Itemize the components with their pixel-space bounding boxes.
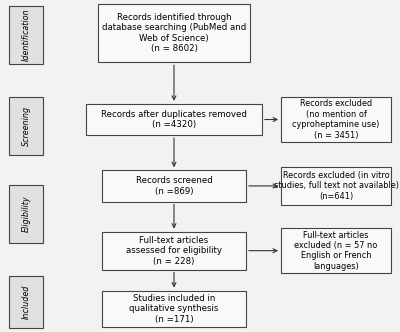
- FancyBboxPatch shape: [86, 104, 262, 135]
- FancyBboxPatch shape: [281, 167, 391, 205]
- FancyBboxPatch shape: [9, 276, 43, 328]
- FancyBboxPatch shape: [102, 290, 246, 327]
- FancyBboxPatch shape: [9, 97, 43, 155]
- Text: Full-text articles
excluded (n = 57 no
English or French
languages): Full-text articles excluded (n = 57 no E…: [294, 230, 378, 271]
- FancyBboxPatch shape: [281, 97, 391, 142]
- Text: Records excluded
(no mention of
cyproheptamine use)
(n = 3451): Records excluded (no mention of cyprohep…: [292, 99, 380, 140]
- FancyBboxPatch shape: [9, 6, 43, 64]
- FancyBboxPatch shape: [102, 170, 246, 202]
- Text: Full-text articles
assessed for eligibility
(n = 228): Full-text articles assessed for eligibil…: [126, 236, 222, 266]
- Text: Screening: Screening: [22, 106, 30, 146]
- Text: Records after duplicates removed
(n =4320): Records after duplicates removed (n =432…: [101, 110, 247, 129]
- Text: Included: Included: [22, 285, 30, 319]
- Text: Records screened
(n =869): Records screened (n =869): [136, 176, 212, 196]
- Text: Studies included in
qualitative synthesis
(n =171): Studies included in qualitative synthesi…: [129, 294, 219, 324]
- Text: Records excluded (in vitro
studies, full text not available)
(n=641): Records excluded (in vitro studies, full…: [274, 171, 398, 201]
- Text: Records identified through
database searching (PubMed and
Web of Science)
(n = 8: Records identified through database sear…: [102, 13, 246, 53]
- Text: Identification: Identification: [22, 9, 30, 61]
- FancyBboxPatch shape: [9, 185, 43, 243]
- Text: Eligibility: Eligibility: [22, 196, 30, 232]
- FancyBboxPatch shape: [102, 232, 246, 270]
- FancyBboxPatch shape: [98, 4, 250, 62]
- FancyBboxPatch shape: [281, 228, 391, 273]
